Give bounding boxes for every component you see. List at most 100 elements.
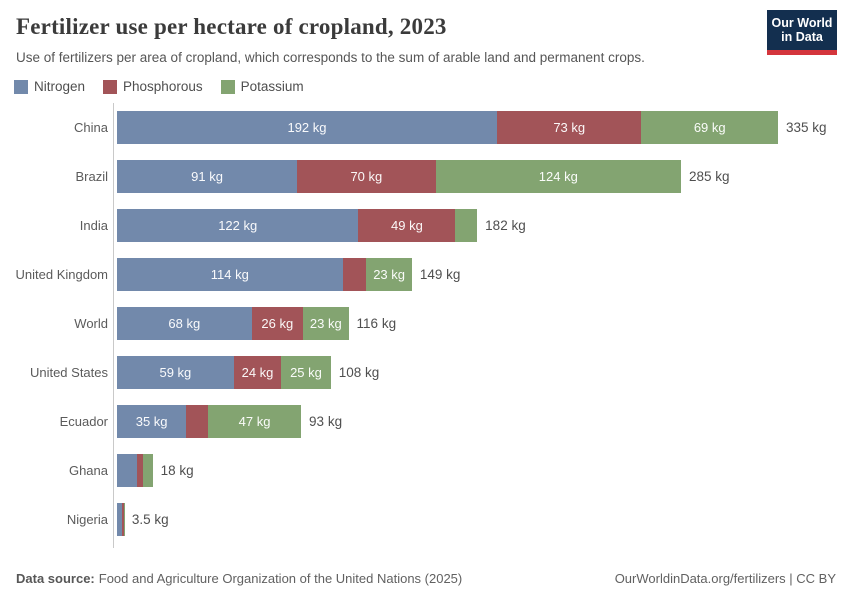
- chart-row: Brazil 91 kg 70 kg 124 kg 285 kg: [0, 152, 850, 201]
- bar-stack: 122 kg 49 kg: [117, 209, 478, 242]
- chart-legend: Nitrogen Phosphorous Potassium: [0, 65, 850, 94]
- data-source-label: Data source:: [16, 571, 95, 586]
- legend-item-phosphorous: Phosphorous: [103, 79, 203, 94]
- bar-segment-nitrogen: [117, 454, 137, 487]
- segment-value-label: 23 kg: [309, 316, 342, 331]
- bar-segment-phosphorous: 70 kg: [297, 160, 436, 193]
- segment-value-label: 73 kg: [553, 120, 586, 135]
- owid-logo-text-line2: in Data: [781, 30, 823, 45]
- bar-track: 68 kg 26 kg 23 kg 116 kg: [117, 307, 396, 340]
- segment-value-label: 26 kg: [261, 316, 294, 331]
- category-label: China: [74, 120, 108, 135]
- segment-value-label: 47 kg: [238, 414, 271, 429]
- bar-segment-nitrogen: 192 kg: [117, 111, 497, 144]
- bar-segment-potassium: [142, 454, 153, 487]
- bar-track: 35 kg 47 kg 93 kg: [117, 405, 342, 438]
- stacked-bar-chart: China 192 kg 73 kg 69 kg 335 kg Brazil 91 kg 70…: [0, 103, 850, 548]
- category-label: World: [74, 316, 108, 331]
- legend-swatch-phosphorous: [103, 79, 118, 94]
- chart-rows: China 192 kg 73 kg 69 kg 335 kg Brazil 91 kg 70…: [0, 103, 850, 548]
- bar-segment-nitrogen: [117, 503, 122, 536]
- total-value-label: 335 kg: [786, 120, 827, 135]
- segment-value-label: 124 kg: [538, 169, 578, 184]
- bar-segment-potassium: 47 kg: [208, 405, 302, 438]
- bar-stack: 68 kg 26 kg 23 kg: [117, 307, 349, 340]
- category-label: United Kingdom: [15, 267, 109, 282]
- total-value-label: 182 kg: [485, 218, 526, 233]
- bar-segment-potassium: 124 kg: [435, 160, 682, 193]
- legend-item-potassium: Potassium: [220, 79, 304, 94]
- owid-logo: Our World in Data: [767, 10, 837, 55]
- total-value-label: 285 kg: [689, 169, 730, 184]
- bar-segment-potassium: 23 kg: [366, 258, 412, 291]
- bar-segment-nitrogen: 59 kg: [117, 356, 234, 389]
- owid-credit-link[interactable]: OurWorldinData.org/fertilizers | CC BY: [614, 571, 836, 586]
- bar-segment-phosphorous: [186, 405, 209, 438]
- bar-stack: [117, 454, 153, 487]
- legend-swatch-nitrogen: [14, 79, 28, 94]
- bar-segment-phosphorous: [121, 503, 124, 536]
- segment-value-label: 59 kg: [159, 365, 192, 380]
- bar-segment-nitrogen: 91 kg: [117, 160, 298, 193]
- bar-stack: 59 kg 24 kg 25 kg: [117, 356, 331, 389]
- page-title: Fertilizer use per hectare of cropland, …: [16, 14, 447, 39]
- category-label: Brazil: [75, 169, 108, 184]
- bar-segment-phosphorous: 24 kg: [233, 356, 282, 389]
- segment-value-label: 114 kg: [210, 267, 249, 282]
- segment-value-label: 68 kg: [168, 316, 201, 331]
- chart-row: World 68 kg 26 kg 23 kg 116 kg: [0, 299, 850, 348]
- bar-stack: [117, 503, 124, 536]
- legend-label: Phosphorous: [123, 79, 203, 94]
- bar-stack: 114 kg 23 kg: [117, 258, 412, 291]
- legend-label: Nitrogen: [34, 79, 86, 94]
- bar-segment-phosphorous: [342, 258, 367, 291]
- chart-row: India 122 kg 49 kg 182 kg: [0, 201, 850, 250]
- category-label: Ecuador: [59, 414, 108, 429]
- chart-row: Ghana 18 kg: [0, 446, 850, 495]
- bar-segment-potassium: 69 kg: [641, 111, 778, 144]
- bar-segment-phosphorous: 73 kg: [496, 111, 642, 144]
- data-source: Data source: Food and Agriculture Organiz…: [16, 571, 462, 586]
- owid-logo-text-line1: Our World: [771, 16, 833, 30]
- legend-item-nitrogen: Nitrogen: [14, 79, 85, 94]
- total-value-label: 18 kg: [160, 463, 194, 478]
- segment-value-label: 35 kg: [135, 414, 168, 429]
- bar-segment-phosphorous: 26 kg: [251, 307, 304, 340]
- chart-row: United Kingdom 114 kg 23 kg 149 kg: [0, 250, 850, 299]
- segment-value-label: 69 kg: [693, 120, 726, 135]
- total-value-label: 149 kg: [419, 267, 461, 282]
- bar-segment-nitrogen: 68 kg: [117, 307, 252, 340]
- bar-segment-potassium: [455, 209, 478, 242]
- chart-row: United States 59 kg 24 kg 25 kg 108 kg: [0, 348, 850, 397]
- bar-stack: 91 kg 70 kg 124 kg: [117, 160, 682, 193]
- chart-row: Ecuador 35 kg 47 kg 93 kg: [0, 397, 850, 446]
- total-value-label: 108 kg: [338, 365, 380, 380]
- segment-value-label: 91 kg: [191, 169, 223, 184]
- bar-track: 18 kg: [117, 454, 194, 487]
- legend-label: Potassium: [240, 79, 304, 94]
- bar-segment-nitrogen: 35 kg: [117, 405, 187, 438]
- bar-stack: 35 kg 47 kg: [117, 405, 302, 438]
- segment-value-label: 25 kg: [290, 365, 322, 380]
- bar-segment-potassium: 25 kg: [281, 356, 331, 389]
- chart-row: Nigeria 3.5 kg: [0, 495, 850, 544]
- segment-value-label: 24 kg: [241, 365, 274, 380]
- chart-footer: Data source: Food and Agriculture Organiz…: [16, 571, 836, 586]
- bar-segment-phosphorous: 49 kg: [358, 209, 456, 242]
- bar-track: 59 kg 24 kg 25 kg 108 kg: [117, 356, 379, 389]
- chart-row: China 192 kg 73 kg 69 kg 335 kg: [0, 103, 850, 152]
- segment-value-label: 49 kg: [391, 218, 423, 233]
- segment-value-label: 122 kg: [218, 218, 258, 233]
- data-source-text: Food and Agriculture Organization of the…: [98, 571, 463, 586]
- category-label: Nigeria: [66, 512, 108, 527]
- total-value-label: 93 kg: [309, 414, 343, 429]
- category-label: India: [79, 218, 108, 233]
- bar-stack: 192 kg 73 kg 69 kg: [117, 111, 778, 144]
- category-label: Ghana: [68, 463, 108, 478]
- bar-track: 3.5 kg: [117, 503, 169, 536]
- total-value-label: 116 kg: [356, 316, 397, 331]
- segment-value-label: 192 kg: [287, 120, 327, 135]
- bar-segment-nitrogen: 114 kg: [117, 258, 343, 291]
- bar-track: 114 kg 23 kg 149 kg: [117, 258, 460, 291]
